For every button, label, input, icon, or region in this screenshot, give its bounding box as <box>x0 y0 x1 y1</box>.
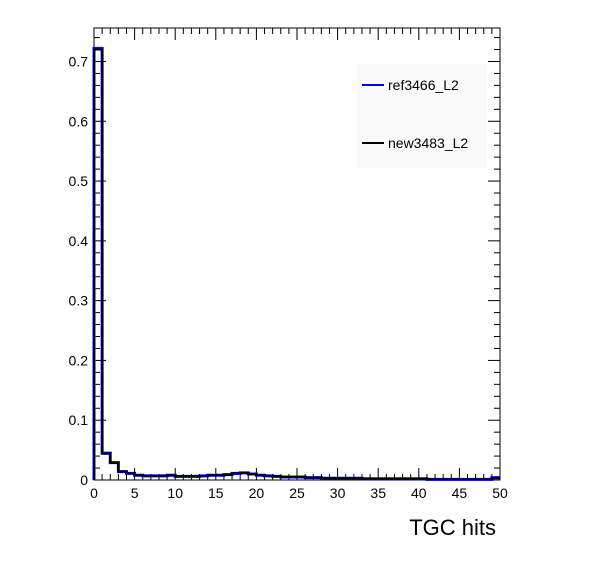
x-tick-label: 25 <box>289 485 305 501</box>
y-tick-label: 0.7 <box>69 53 89 69</box>
x-tick-label: 50 <box>492 485 508 501</box>
x-tick-label: 30 <box>330 485 346 501</box>
x-tick-labels: 0 5 10 15 20 25 30 35 40 45 50 <box>90 485 508 501</box>
y-tick-label: 0.2 <box>69 352 89 368</box>
y-tick-label: 0.4 <box>69 233 89 249</box>
legend-box <box>357 64 487 168</box>
legend: ref3466_L2 new3483_L2 <box>357 64 487 168</box>
y-tick-labels: 0 0.1 0.2 0.3 0.4 0.5 0.6 0.7 <box>69 53 89 488</box>
y-tick-label: 0.6 <box>69 113 89 129</box>
x-tick-label: 45 <box>452 485 468 501</box>
x-tick-label: 10 <box>167 485 183 501</box>
legend-label-new: new3483_L2 <box>388 135 468 151</box>
y-tick-label: 0.1 <box>69 412 89 428</box>
legend-label-ref: ref3466_L2 <box>388 77 459 93</box>
y-tick-label: 0.3 <box>69 293 89 309</box>
x-tick-label: 15 <box>208 485 224 501</box>
x-tick-label: 20 <box>249 485 265 501</box>
x-tick-label: 5 <box>131 485 139 501</box>
x-tick-label: 40 <box>411 485 427 501</box>
y-tick-label: 0 <box>80 472 88 488</box>
series-line <box>93 48 500 481</box>
y-tick-label: 0.5 <box>69 173 89 189</box>
x-axis-title: TGC hits <box>409 515 496 540</box>
x-tick-label: 35 <box>370 485 386 501</box>
series-layer <box>92 46 500 481</box>
x-tick-label: 0 <box>90 485 98 501</box>
series-new3483_L2 <box>93 48 500 481</box>
